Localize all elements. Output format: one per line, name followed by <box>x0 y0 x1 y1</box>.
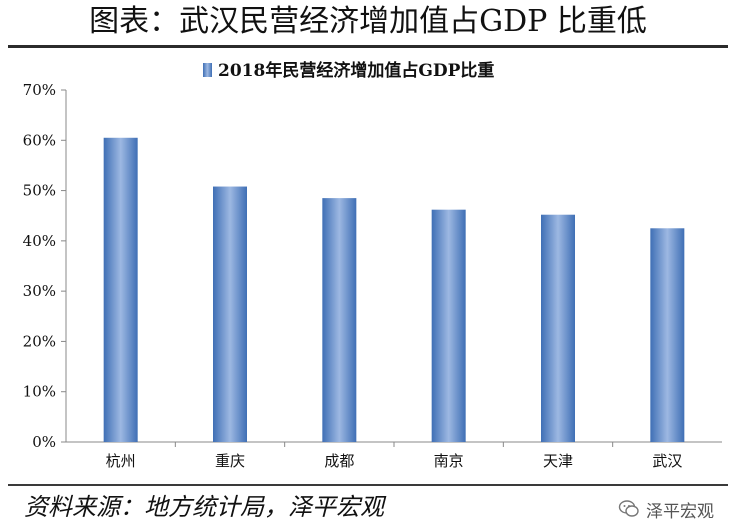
chart-axes <box>61 89 722 447</box>
y-tick-label: 30% <box>23 282 56 300</box>
y-tick-label: 70% <box>23 81 56 99</box>
x-tick-labels: 杭州 重庆 成都 南京 天津 武汉 <box>106 452 683 470</box>
bar-chart: 2018年民营经济增加值占GDP比重 0% 10% 20% 30% 40% 50% 60% 7… <box>23 60 722 470</box>
bar-5 <box>541 214 575 442</box>
x-tick-label: 天津 <box>543 452 573 470</box>
bar-2 <box>213 186 247 442</box>
watermark: 泽平宏观 <box>618 495 714 523</box>
x-tick-label: 成都 <box>324 452 354 470</box>
wechat-icon <box>618 500 639 517</box>
x-tick-label: 重庆 <box>215 452 245 470</box>
x-tick-label: 武汉 <box>652 452 682 470</box>
bar-1 <box>103 137 138 442</box>
chart-title: 图表：武汉民营经济增加值占GDP 比重低 <box>89 4 647 39</box>
source-divider <box>8 484 728 486</box>
legend-label: 2018年民营经济增加值占GDP比重 <box>218 60 494 81</box>
legend-swatch <box>203 63 212 77</box>
chart-legend: 2018年民营经济增加值占GDP比重 <box>203 60 494 81</box>
watermark-text: 泽平宏观 <box>646 501 714 522</box>
x-tick-label: 南京 <box>434 452 464 470</box>
x-tick-label: 杭州 <box>106 452 136 470</box>
y-tick-label: 40% <box>23 232 56 250</box>
chart-bars <box>103 137 685 442</box>
source-note: 资料来源：地方统计局，泽平宏观 <box>24 493 384 521</box>
chart-area: 2018年民营经济增加值占GDP比重 0% 10% 20% 30% 40% 50% 60% 7… <box>0 50 736 482</box>
y-tick-label: 0% <box>32 433 56 451</box>
y-tick-label: 20% <box>23 332 56 350</box>
title-divider <box>8 45 728 48</box>
bar-6 <box>650 228 685 442</box>
bar-3 <box>322 198 357 442</box>
y-tick-labels: 0% 10% 20% 30% 40% 50% 60% 70% <box>23 81 56 451</box>
y-tick-label: 50% <box>23 182 56 200</box>
bar-4 <box>431 209 466 442</box>
y-tick-label: 10% <box>23 383 56 401</box>
y-tick-label: 60% <box>23 131 56 149</box>
